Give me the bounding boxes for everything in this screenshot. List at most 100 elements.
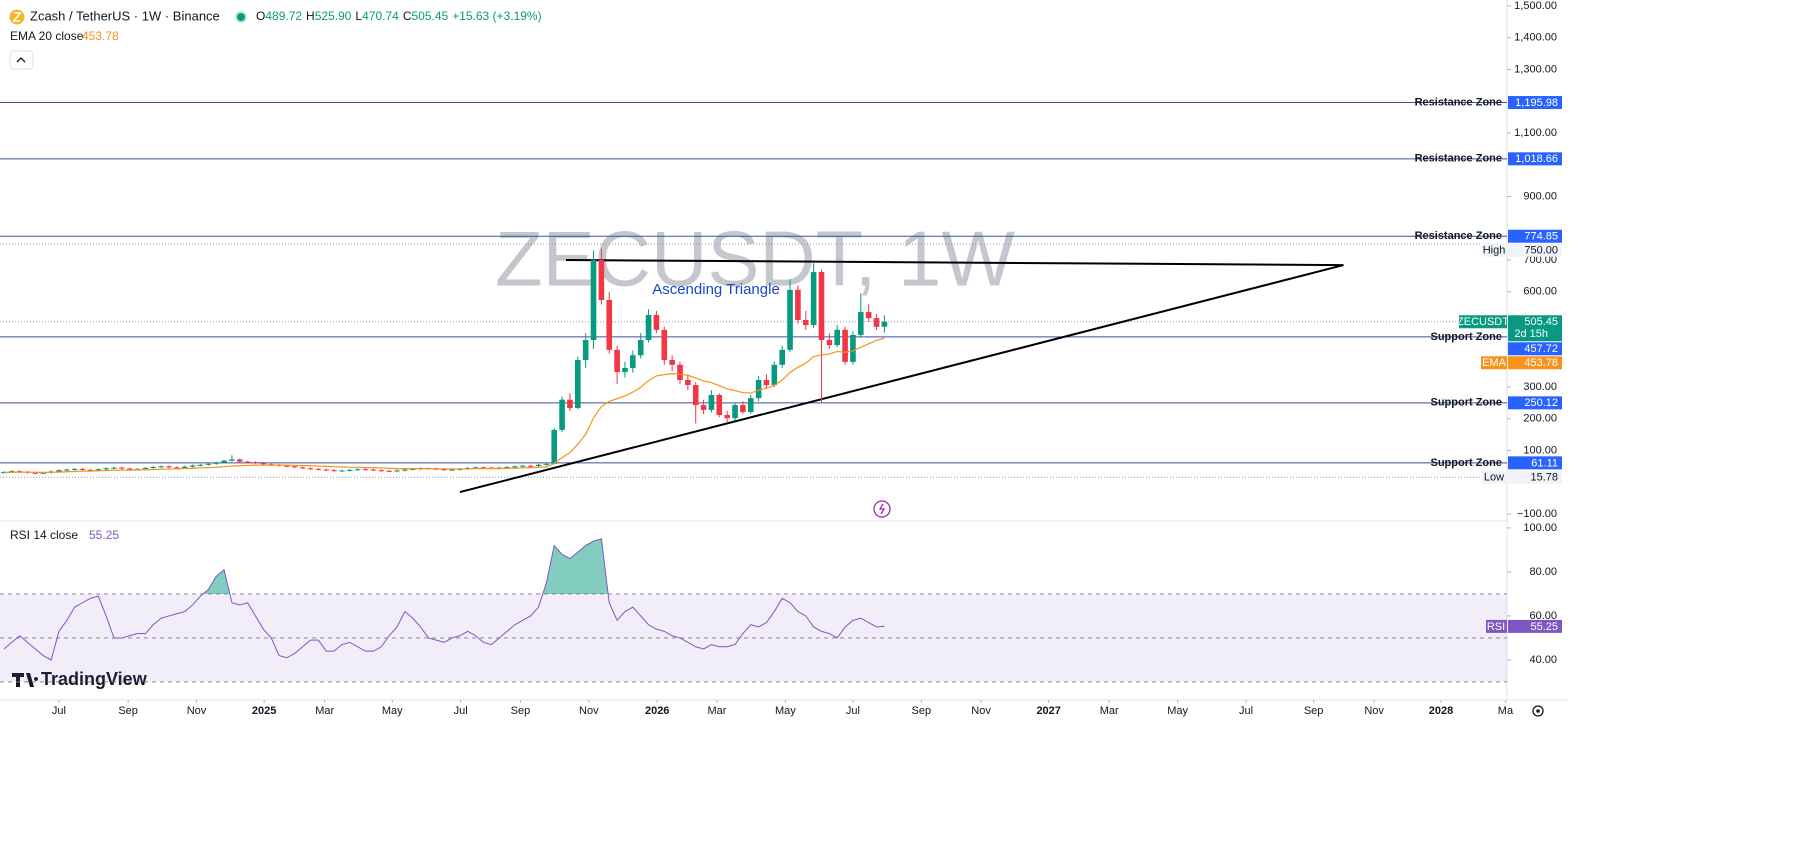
level-tag: [1508, 152, 1562, 166]
extreme-name: High: [1483, 245, 1506, 257]
x-tick-label: Sep: [1304, 705, 1324, 717]
candle-body: [724, 414, 730, 419]
x-tick-label: 2028: [1429, 705, 1453, 717]
candle-body: [645, 314, 652, 341]
level-tag-label: 1,195.98: [1515, 97, 1558, 109]
candle-body: [865, 312, 872, 319]
candle-body: [197, 464, 204, 466]
y-tick-label: 300.00: [1523, 381, 1557, 393]
level-tag-label: 1,018.66: [1515, 153, 1558, 165]
ohlc-label: O: [256, 9, 265, 23]
candle-body: [315, 468, 322, 470]
x-tick-label: Jul: [846, 705, 860, 717]
level-name: Resistance Zone: [1415, 230, 1502, 242]
candle-body: [56, 470, 62, 472]
candle-body: [71, 468, 78, 470]
candle-body: [8, 471, 15, 473]
candle-body: [213, 462, 219, 464]
candle-body: [858, 312, 864, 335]
candle-body: [291, 466, 298, 468]
ema-tag-label: 453.78: [1524, 357, 1558, 369]
candle-body: [771, 364, 778, 386]
candle-body: [472, 467, 479, 469]
candle-body: [873, 318, 880, 327]
trendline: [459, 264, 1344, 494]
candle-body: [40, 472, 47, 474]
ohlc-label: L: [355, 9, 362, 23]
level-name: Support Zone: [1431, 397, 1503, 409]
candle-body: [64, 469, 70, 471]
candle-body: [787, 289, 793, 350]
symbol-tag: [1459, 315, 1507, 329]
candle-body: [347, 469, 353, 471]
rsi-y-tick-label: 40.00: [1529, 654, 1557, 666]
candle-body: [834, 329, 841, 346]
candle-body: [449, 469, 455, 471]
candle-body: [692, 385, 699, 406]
candle-body: [669, 360, 675, 365]
x-tick-label: 2025: [252, 705, 276, 717]
y-tick-label: 200.00: [1523, 413, 1557, 425]
level-name: Resistance Zone: [1415, 153, 1502, 165]
candle-body: [205, 463, 212, 465]
level-tag: [1508, 229, 1562, 243]
x-tick-label: 2027: [1036, 705, 1060, 717]
candle-body: [378, 470, 385, 472]
candle-body: [582, 340, 589, 361]
x-tick-label: Jul: [1239, 705, 1253, 717]
ema-legend-value: 453.78: [82, 29, 119, 43]
x-tick-label: 2026: [645, 705, 669, 717]
candle-body: [551, 429, 558, 464]
candle-body: [79, 468, 86, 470]
x-tick-label: Nov: [971, 705, 991, 717]
level-tag: [1508, 342, 1562, 356]
candle-body: [331, 470, 337, 472]
level-tag-label: 457.72: [1524, 343, 1558, 355]
candle-body: [755, 380, 762, 399]
settings-icon[interactable]: [1532, 705, 1544, 717]
candle-body: [512, 466, 518, 468]
candle-body: [119, 467, 125, 469]
ohlc-label: C: [403, 9, 412, 23]
rsi-y-tick-label: 60.00: [1529, 610, 1557, 622]
candle-body: [740, 405, 746, 413]
candle-body: [842, 329, 848, 362]
x-tick-label: Sep: [912, 705, 932, 717]
candle-body: [559, 399, 565, 430]
level-name: Support Zone: [1431, 457, 1503, 469]
rsi-tag-name: RSI: [1487, 621, 1505, 633]
candle-body: [622, 367, 628, 373]
x-tick-label: Jul: [52, 705, 66, 717]
candle-body: [881, 321, 888, 327]
level-tag-label: 61.11: [1531, 457, 1558, 469]
candle-body: [386, 470, 392, 472]
candle-body: [87, 469, 94, 471]
ohlc-value: 470.74: [362, 9, 399, 23]
y-tick-label: 1,500.00: [1514, 0, 1557, 12]
candle-body: [354, 469, 361, 471]
candle-body: [543, 463, 550, 465]
level-tag-label: 774.85: [1524, 231, 1558, 243]
candle-body: [661, 329, 668, 361]
extreme-tag: [1508, 243, 1562, 257]
annotation: Ascending Triangle: [652, 281, 780, 298]
rsi-name-tag: [1486, 619, 1507, 633]
brand-name: TradingView: [41, 669, 148, 689]
ema-legend: EMA 20 close: [10, 29, 84, 43]
collapse-button[interactable]: [9, 50, 34, 70]
change: +15.63 (+3.19%): [452, 9, 541, 23]
y-tick-label: 1,400.00: [1514, 32, 1557, 44]
candle-body: [685, 380, 691, 386]
y-tick-label: 1,100.00: [1514, 127, 1557, 139]
candle-body: [637, 340, 644, 356]
candle-body: [779, 349, 785, 365]
rsi-tag-label: 55.25: [1530, 621, 1558, 633]
y-tick-label: −100.00: [1517, 508, 1557, 520]
candle-body: [166, 466, 172, 468]
countdown: 2d 15h: [1514, 328, 1548, 340]
candle-body: [1, 472, 7, 474]
ema-name-tag: [1481, 356, 1507, 370]
candle-body: [158, 466, 164, 468]
candle-body: [606, 300, 613, 350]
